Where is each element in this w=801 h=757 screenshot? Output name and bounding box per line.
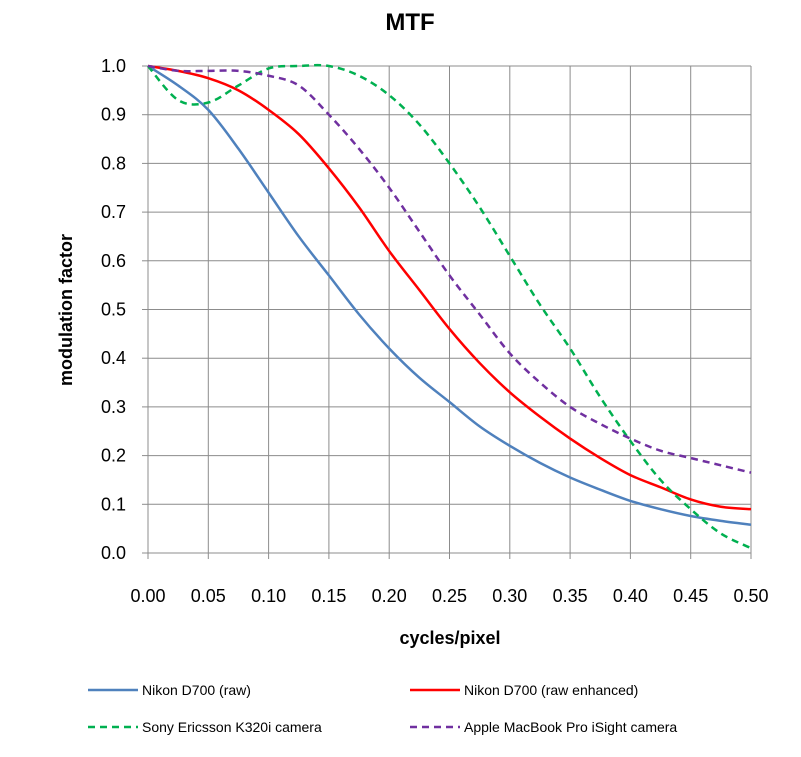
x-tick-label: 0.25 [432, 586, 467, 606]
series-lines [147, 63, 752, 550]
x-tick-label: 0.20 [372, 586, 407, 606]
legend-label-3: Sony Ericsson K320i camera [142, 719, 322, 735]
x-tick-label: 0.50 [733, 586, 768, 606]
y-tick-label: 0.8 [101, 153, 126, 173]
y-tick-label: 0.4 [101, 348, 126, 368]
x-tick-label: 0.40 [613, 586, 648, 606]
tick-labels: 0.00 0.05 0.10 0.15 0.20 0.25 0.30 0.35 0.40 0.45… [101, 56, 769, 606]
x-tick-label: 0.45 [673, 586, 708, 606]
y-tick-label: 1.0 [101, 56, 126, 76]
series-line-1 [147, 64, 752, 526]
y-tick-label: 0.9 [101, 105, 126, 125]
series-line-2 [147, 64, 752, 511]
x-tick-label: 0.35 [553, 586, 588, 606]
x-tick-label: 0.10 [251, 586, 286, 606]
y-tick-label: 0.0 [101, 543, 126, 563]
y-tick-label: 0.7 [101, 202, 126, 222]
legend-label-1: Nikon D700 (raw) [142, 682, 251, 698]
legend-label-4: Apple MacBook Pro iSight camera [464, 719, 677, 735]
y-axis-label: modulation factor [56, 234, 76, 386]
x-axis-label: cycles/pixel [399, 628, 500, 648]
legend-label-2: Nikon D700 (raw enhanced) [464, 682, 638, 698]
y-tick-label: 0.2 [101, 446, 126, 466]
x-tick-label: 0.30 [492, 586, 527, 606]
y-tick-label: 0.5 [101, 300, 126, 320]
y-tick-label: 0.6 [101, 251, 126, 271]
x-tick-label: 0.05 [191, 586, 226, 606]
y-tick-label: 0.1 [101, 494, 126, 514]
legend: Nikon D700 (raw) Nikon D700 (raw enhanced… [88, 682, 677, 735]
y-tick-label: 0.3 [101, 397, 126, 417]
grid [142, 65, 752, 559]
chart-title: MTF [385, 9, 434, 36]
series-line-3 [147, 63, 752, 550]
x-tick-label: 0.00 [130, 586, 165, 606]
series-line-4 [147, 64, 752, 474]
x-tick-label: 0.15 [311, 586, 346, 606]
